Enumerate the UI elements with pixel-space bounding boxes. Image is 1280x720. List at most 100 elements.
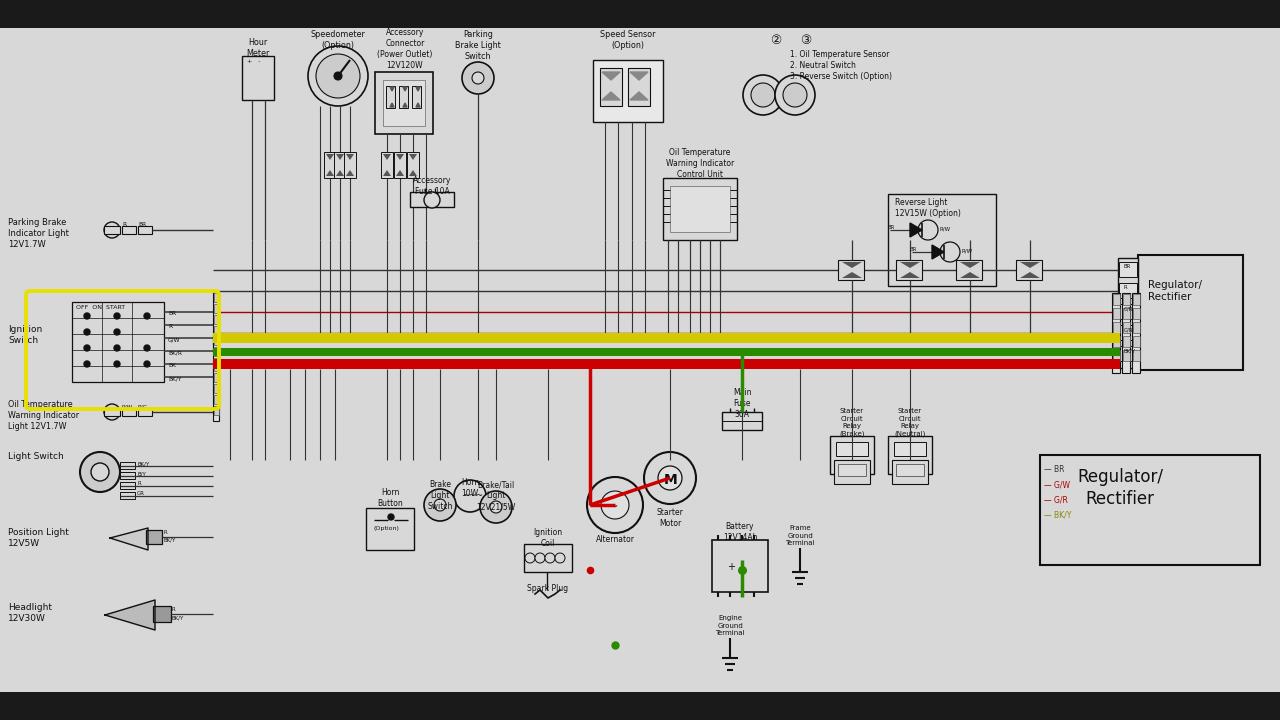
Bar: [1112, 294, 1120, 305]
Text: Starter
Circuit
Relay
(Brake): Starter Circuit Relay (Brake): [840, 408, 865, 437]
Text: R/G: R/G: [138, 404, 148, 409]
Text: R/W: R/W: [940, 226, 951, 231]
Polygon shape: [960, 272, 980, 278]
Circle shape: [114, 345, 120, 351]
Bar: [212, 348, 1120, 356]
Bar: [212, 361, 219, 421]
Text: Engine
Ground
Terminal: Engine Ground Terminal: [716, 615, 745, 636]
Bar: [214, 347, 219, 356]
Bar: [712, 540, 768, 592]
Text: GR: GR: [137, 491, 145, 496]
Text: Speedometer
(Option): Speedometer (Option): [311, 30, 365, 50]
Bar: [835, 460, 870, 484]
Text: BR: BR: [1124, 264, 1132, 269]
Bar: [1112, 322, 1120, 333]
Bar: [1133, 322, 1139, 333]
Text: M: M: [664, 473, 677, 487]
Circle shape: [751, 83, 774, 107]
Text: Reverse Light
12V15W (Option): Reverse Light 12V15W (Option): [895, 198, 961, 218]
Text: BR: BR: [138, 222, 146, 227]
Bar: [366, 508, 413, 550]
Text: R: R: [163, 530, 166, 535]
Text: Brake
Light
Switch: Brake Light Switch: [428, 480, 453, 511]
Circle shape: [84, 345, 90, 351]
Polygon shape: [110, 528, 148, 550]
Text: ③: ③: [800, 34, 812, 47]
Text: BK: BK: [168, 363, 175, 368]
Text: Oil Temperature
Warning Indicator
Control Unit: Oil Temperature Warning Indicator Contro…: [666, 148, 735, 179]
Bar: [154, 606, 172, 622]
Polygon shape: [346, 154, 355, 160]
Bar: [1117, 258, 1138, 368]
Bar: [524, 544, 572, 572]
Circle shape: [143, 345, 150, 351]
Circle shape: [434, 499, 445, 511]
Text: BK/Y: BK/Y: [172, 615, 184, 620]
Circle shape: [79, 452, 120, 492]
Text: 1. Oil Temperature Sensor
2. Neutral Switch
3. Reverse Switch (Option): 1. Oil Temperature Sensor 2. Neutral Swi…: [790, 50, 892, 81]
Polygon shape: [1020, 262, 1039, 268]
Text: Hour
Meter: Hour Meter: [246, 38, 270, 58]
Polygon shape: [390, 87, 394, 91]
Text: G/R: G/R: [1124, 306, 1133, 311]
Polygon shape: [410, 154, 417, 160]
Bar: [375, 72, 433, 134]
Text: Accessory
Fuse 10A: Accessory Fuse 10A: [413, 176, 451, 196]
Bar: [381, 152, 393, 178]
Bar: [896, 260, 922, 280]
Bar: [399, 86, 408, 108]
Polygon shape: [410, 170, 417, 176]
Bar: [212, 359, 1120, 369]
Circle shape: [774, 75, 815, 115]
Circle shape: [480, 491, 512, 523]
Bar: [836, 442, 868, 456]
Text: BR: BR: [910, 247, 918, 252]
Circle shape: [388, 514, 394, 520]
Bar: [1133, 294, 1139, 305]
Text: Position Light
12V5W: Position Light 12V5W: [8, 528, 69, 548]
Text: Parking Brake
Indicator Light
12V1.7W: Parking Brake Indicator Light 12V1.7W: [8, 218, 69, 249]
Circle shape: [316, 54, 360, 98]
Bar: [722, 412, 762, 430]
Text: Battery
12V14Ah: Battery 12V14Ah: [723, 522, 758, 542]
Polygon shape: [842, 272, 861, 278]
Bar: [120, 472, 134, 479]
Polygon shape: [602, 92, 620, 100]
Text: — BR: — BR: [1044, 465, 1065, 474]
Bar: [214, 369, 219, 378]
Circle shape: [490, 501, 502, 513]
Point: [604, 639, 625, 651]
Bar: [214, 406, 219, 415]
Circle shape: [84, 313, 90, 319]
Text: B/Y: B/Y: [137, 471, 146, 476]
Bar: [214, 326, 219, 335]
Bar: [628, 68, 650, 106]
Bar: [1119, 304, 1137, 319]
Circle shape: [104, 222, 120, 238]
Circle shape: [644, 452, 696, 504]
Bar: [104, 226, 120, 234]
Bar: [334, 152, 346, 178]
Text: Starter
Circuit
Relay
(Neutral): Starter Circuit Relay (Neutral): [895, 408, 925, 437]
Bar: [1112, 293, 1120, 373]
Polygon shape: [960, 262, 980, 268]
Text: BK/Y: BK/Y: [168, 376, 182, 381]
Text: BR: BR: [168, 311, 177, 316]
Text: Regulator/
Rectifier: Regulator/ Rectifier: [1076, 468, 1164, 508]
Polygon shape: [900, 272, 920, 278]
Bar: [1133, 350, 1139, 361]
Polygon shape: [416, 103, 420, 107]
Text: ②: ②: [771, 34, 781, 47]
Circle shape: [556, 553, 564, 563]
Circle shape: [602, 491, 628, 519]
Bar: [956, 260, 982, 280]
Polygon shape: [403, 87, 407, 91]
Polygon shape: [390, 103, 394, 107]
Bar: [410, 192, 454, 207]
Circle shape: [783, 83, 806, 107]
Bar: [829, 436, 874, 474]
Text: Starter
Motor: Starter Motor: [657, 508, 684, 528]
Bar: [242, 56, 274, 100]
Polygon shape: [630, 92, 648, 100]
Text: R: R: [168, 324, 172, 329]
